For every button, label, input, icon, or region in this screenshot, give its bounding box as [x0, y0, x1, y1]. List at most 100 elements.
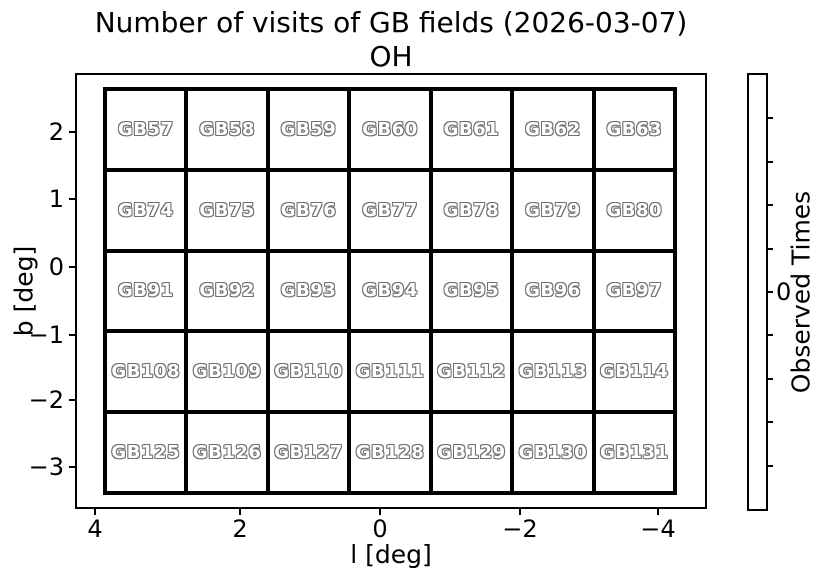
field-cell: GB57 [105, 89, 187, 170]
colorbar-tick [766, 291, 773, 293]
field-cell-label: GB91 [117, 280, 174, 302]
y-axis-tick [69, 266, 77, 268]
field-cell-label: GB61 [443, 118, 500, 140]
field-cell: GB75 [186, 169, 268, 251]
field-cell-label: GB60 [362, 118, 418, 140]
x-axis-tick [379, 507, 381, 515]
field-cell: GB93 [267, 250, 350, 332]
field-cell: GB60 [349, 89, 431, 170]
colorbar-tick [766, 117, 773, 120]
colorbar-tick-label: 0 [776, 278, 792, 306]
field-cell: GB109 [186, 331, 268, 413]
field-cell: GB110 [267, 331, 350, 413]
field-cell-label: GB114 [599, 361, 669, 383]
field-cell: GB78 [430, 169, 513, 251]
field-cell: GB111 [349, 331, 431, 413]
colorbar-tick [766, 204, 773, 207]
field-cell: GB91 [105, 250, 187, 332]
colorbar-tick [766, 377, 773, 380]
x-axis-tick-label: 0 [372, 515, 388, 543]
field-cell: GB76 [267, 169, 350, 251]
field-cell-label: GB125 [111, 442, 180, 464]
y-axis-tick-label: −1 [28, 321, 64, 349]
x-axis-tick-label: 2 [232, 515, 248, 543]
y-axis-tick [69, 131, 77, 133]
field-cell-label: GB97 [606, 280, 663, 302]
colorbar-tick [766, 160, 773, 163]
field-cell: GB92 [186, 250, 268, 332]
field-cell-label: GB127 [274, 442, 343, 464]
x-axis-tick [657, 507, 659, 515]
x-axis-tick-label: −2 [502, 515, 538, 543]
field-cell: GB127 [267, 412, 350, 493]
field-cell-label: GB58 [199, 118, 255, 140]
field-cell: GB77 [349, 169, 431, 251]
field-cell-label: GB63 [606, 118, 663, 140]
y-axis-tick-label: 0 [48, 253, 64, 281]
field-grid: GB57 GB58 GB59 GB60 GB61 GB62 GB63 GB74 GB75 GB76… [103, 87, 677, 495]
x-axis-tick [94, 507, 96, 515]
field-cell-label: GB62 [525, 118, 581, 140]
colorbar-tick [766, 247, 773, 250]
y-axis-tick-label: 1 [48, 185, 64, 213]
field-cell-label: GB109 [192, 361, 262, 383]
field-cell-label: GB93 [280, 280, 337, 302]
field-cell-label: GB76 [280, 199, 337, 221]
colorbar: 0 [747, 73, 791, 511]
y-axis-tick [69, 466, 77, 468]
field-cell-label: GB57 [117, 118, 174, 140]
field-cell: GB74 [105, 169, 187, 251]
y-axis-tick-label: 2 [48, 118, 64, 146]
field-cell: GB108 [105, 331, 187, 413]
field-cell: GB59 [267, 89, 350, 170]
colorbar-tick [766, 334, 773, 337]
field-cell: GB130 [512, 412, 594, 493]
x-axis-tick-label: 4 [87, 515, 103, 543]
field-cell-label: GB94 [362, 280, 418, 302]
x-axis-tick-label: −4 [640, 515, 676, 543]
field-cell-label: GB129 [437, 442, 506, 464]
field-cell-label: GB112 [437, 361, 506, 383]
field-cell: GB62 [512, 89, 594, 170]
field-cell: GB58 [186, 89, 268, 170]
field-cell-label: GB79 [525, 199, 581, 221]
field-cell: GB97 [593, 250, 675, 332]
field-cell-label: GB74 [117, 199, 174, 221]
field-cell: GB114 [593, 331, 675, 413]
field-cell: GB125 [105, 412, 187, 493]
field-cell-label: GB130 [518, 442, 588, 464]
field-cell: GB128 [349, 412, 431, 493]
figure-title: Number of visits of GB fields (2026-03-0… [94, 6, 688, 39]
field-cell-label: GB131 [599, 442, 669, 464]
field-cell-label: GB77 [362, 199, 418, 221]
field-cell: GB95 [430, 250, 513, 332]
colorbar-tick [766, 464, 773, 467]
field-cell: GB126 [186, 412, 268, 493]
field-cell: GB96 [512, 250, 594, 332]
field-cell-label: GB126 [192, 442, 262, 464]
y-axis-tick [69, 198, 77, 200]
field-cell-label: GB111 [355, 361, 425, 383]
field-cell-label: GB59 [280, 118, 337, 140]
figure-subtitle: OH [369, 40, 413, 73]
field-cell-label: GB96 [525, 280, 581, 302]
field-cell: GB61 [430, 89, 513, 170]
field-cell-label: GB78 [443, 199, 500, 221]
x-axis-label: l [deg] [350, 540, 432, 569]
field-cell: GB112 [430, 331, 513, 413]
field-cell-label: GB95 [443, 280, 500, 302]
x-axis-tick [519, 507, 521, 515]
field-cell-label: GB128 [355, 442, 425, 464]
field-cell-label: GB108 [111, 361, 180, 383]
field-cell-label: GB92 [199, 280, 255, 302]
y-axis-tick [69, 334, 77, 336]
field-cell: GB94 [349, 250, 431, 332]
field-cell: GB129 [430, 412, 513, 493]
y-axis-tick-label: −3 [28, 453, 64, 481]
x-axis-tick [239, 507, 241, 515]
field-cell: GB80 [593, 169, 675, 251]
field-cell-label: GB113 [518, 361, 588, 383]
colorbar-label: Observed Times [786, 190, 816, 394]
plot-area: GB57 GB58 GB59 GB60 GB61 GB62 GB63 GB74 GB75 GB76… [29, 73, 707, 542]
